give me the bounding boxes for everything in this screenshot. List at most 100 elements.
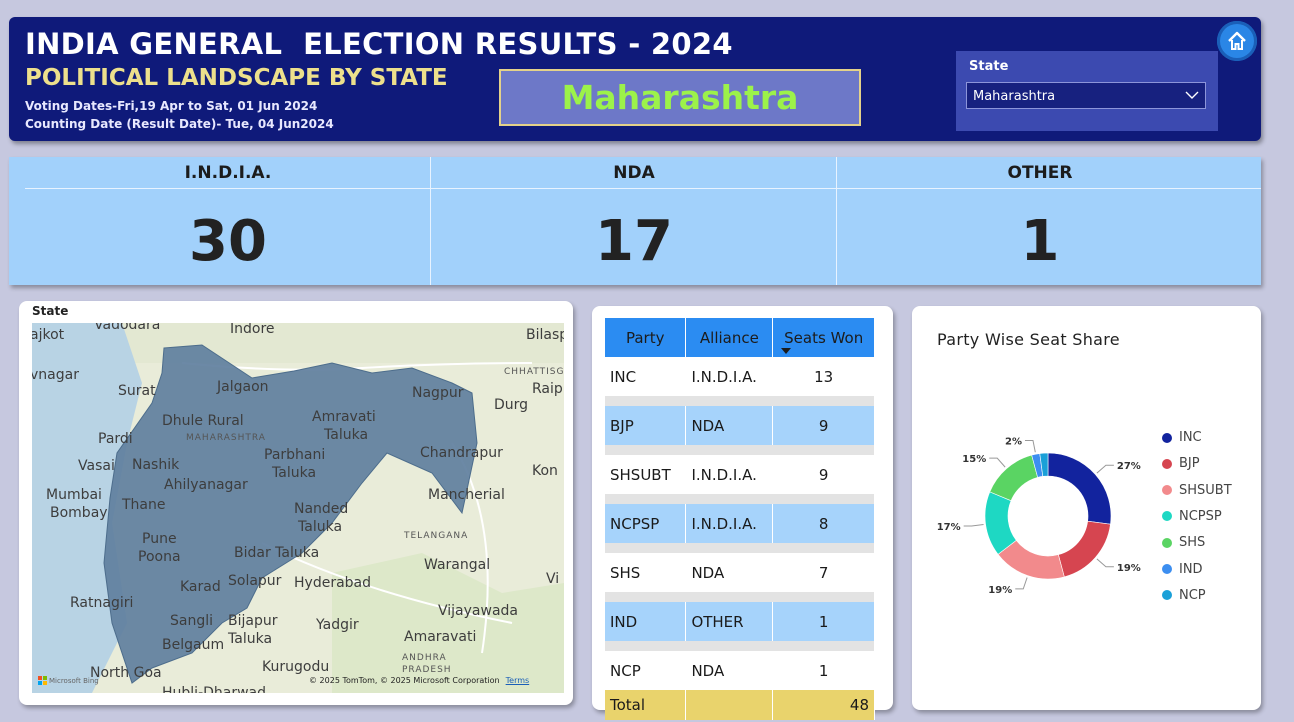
cell-alliance: OTHER	[685, 602, 774, 641]
leader-line	[1015, 577, 1028, 590]
party-seats-table: Party Alliance Seats Won INC I.N.D.I.A. 13…	[605, 318, 875, 720]
row-separator-cell	[605, 592, 875, 602]
cell-seats: 9	[772, 406, 875, 445]
legend-item-shs[interactable]: SHS	[1162, 535, 1205, 550]
donut-slice-shs[interactable]	[989, 454, 1039, 502]
cell-seats: 13	[772, 357, 875, 396]
seat-share-card: Party Wise Seat Share 27% 19% 19% 17% 15% 2% …	[912, 306, 1261, 710]
donut-slice-ncp[interactable]	[1039, 452, 1049, 477]
bing-label: Microsoft Bing	[49, 676, 99, 685]
bing-logo: Microsoft Bing	[38, 676, 99, 685]
counting-date: Counting Date (Result Date)- Tue, 04 Jun…	[25, 117, 334, 131]
map-label: Yadgir	[316, 617, 359, 633]
donut-slice-bjp[interactable]	[1057, 520, 1111, 578]
state-dropdown[interactable]: Maharashtra	[966, 82, 1206, 109]
table-row[interactable]: BJP NDA 9	[605, 406, 875, 445]
cell-party: NCP	[605, 651, 687, 690]
microsoft-logo-icon	[38, 676, 47, 685]
state-map[interactable]: Vadodara Indore Bilasp ajkot vnagar Jalg…	[32, 323, 564, 693]
table-row[interactable]: SHS NDA 7	[605, 553, 875, 592]
column-header-seats-won[interactable]: Seats Won	[772, 318, 875, 357]
cell-party: INC	[605, 357, 687, 396]
map-label: Bilasp	[526, 327, 564, 343]
legend-swatch	[1162, 537, 1172, 548]
kpi-separator	[430, 157, 431, 285]
cell-alliance: I.N.D.I.A.	[685, 504, 774, 543]
column-header-party[interactable]: Party	[605, 318, 687, 357]
legend-item-ncp[interactable]: NCP	[1162, 588, 1206, 603]
selected-state-display: Maharashtra	[499, 69, 861, 126]
page-title: INDIA GENERAL ELECTION RESULTS - 2024	[25, 27, 733, 61]
state-slicer: State Maharashtra	[956, 51, 1218, 131]
map-label: Kon	[532, 463, 558, 479]
state-dropdown-value: Maharashtra	[973, 89, 1056, 104]
cell-seats: 1	[772, 651, 875, 690]
data-label: 19%	[1117, 563, 1141, 574]
legend-item-shsubt[interactable]: SHSUBT	[1162, 483, 1232, 498]
leader-line	[1096, 558, 1114, 568]
map-label: Vasai	[78, 458, 115, 474]
map-label: CHHATTISG	[504, 367, 564, 377]
home-icon	[1228, 31, 1246, 50]
leader-line	[1096, 464, 1114, 474]
legend-swatch	[1162, 511, 1172, 522]
row-separator	[605, 396, 875, 406]
map-label: Bidar Taluka	[234, 545, 320, 561]
row-separator	[605, 543, 875, 553]
cell-alliance: NDA	[685, 553, 774, 592]
row-separator	[605, 494, 875, 504]
table-row[interactable]: INC I.N.D.I.A. 13	[605, 357, 875, 396]
kpi-nda-value: 17	[595, 209, 673, 274]
table-row[interactable]: IND OTHER 1	[605, 602, 875, 641]
total-empty-cell	[685, 690, 774, 720]
party-table-card: Party Alliance Seats Won INC I.N.D.I.A. 13…	[592, 306, 893, 720]
table-row[interactable]: NCPSP I.N.D.I.A. 8	[605, 504, 875, 543]
kpi-other: OTHER 1	[837, 157, 1243, 285]
legend-item-inc[interactable]: INC	[1162, 430, 1202, 445]
data-label: 27%	[1117, 461, 1141, 472]
map-label: Chandrapur	[420, 445, 503, 461]
kpi-other-label: OTHER	[1007, 163, 1073, 183]
seat-share-donut: 27% 19% 19% 17% 15% 2%	[937, 436, 1141, 595]
kpi-india: I.N.D.I.A. 30	[25, 157, 431, 285]
table-body: INC I.N.D.I.A. 13 BJP NDA 9 SHSUBT I.N.D.I.A.…	[605, 357, 875, 720]
map-label: ANDHRA	[402, 653, 447, 663]
legend-item-ind[interactable]: IND	[1162, 562, 1203, 577]
table-row[interactable]: NCP NDA 1	[605, 651, 875, 690]
legend-label: NCPSP	[1179, 508, 1222, 524]
row-separator-cell	[605, 396, 875, 406]
home-button[interactable]	[1217, 21, 1257, 61]
row-separator-cell	[605, 641, 875, 651]
kpi-separator	[836, 157, 837, 285]
map-label: Hubli-Dharwad	[162, 685, 267, 693]
map-base	[32, 323, 564, 693]
cell-alliance: NDA	[685, 651, 774, 690]
donut-slice-inc[interactable]	[1047, 452, 1112, 525]
legend-item-ncpsp[interactable]: NCPSP	[1162, 509, 1222, 524]
row-separator	[605, 592, 875, 602]
kpi-nda: NDA 17	[431, 157, 837, 285]
chart-title: Party Wise Seat Share	[937, 330, 1120, 349]
cell-alliance: I.N.D.I.A.	[685, 455, 774, 494]
legend-label: IND	[1179, 561, 1203, 577]
map-label: Karad	[180, 579, 221, 595]
map-label: Pardi	[98, 431, 133, 447]
kpi-india-value: 30	[189, 209, 267, 274]
legend-label: BJP	[1179, 456, 1200, 472]
table-total-row: Total 48	[605, 690, 875, 720]
legend-label: INC	[1179, 430, 1202, 445]
table-row[interactable]: SHSUBT I.N.D.I.A. 9	[605, 455, 875, 494]
map-terms-link[interactable]: Terms	[505, 676, 530, 685]
voting-dates: Voting Dates-Fri,19 Apr to Sat, 01 Jun 2…	[25, 99, 318, 113]
map-label: Nanded	[294, 501, 349, 517]
total-value: 48	[772, 690, 875, 720]
map-label: Thane	[122, 497, 166, 513]
cell-seats: 1	[772, 602, 875, 641]
map-label: Ahilyanagar	[164, 477, 248, 493]
legend-label: NCP	[1179, 587, 1206, 603]
map-label: Jalgaon	[217, 379, 269, 395]
column-header-alliance[interactable]: Alliance	[685, 318, 774, 357]
legend-item-bjp[interactable]: BJP	[1162, 456, 1200, 471]
map-label: Vi	[546, 571, 560, 587]
map-label: Amaravati	[404, 629, 477, 645]
